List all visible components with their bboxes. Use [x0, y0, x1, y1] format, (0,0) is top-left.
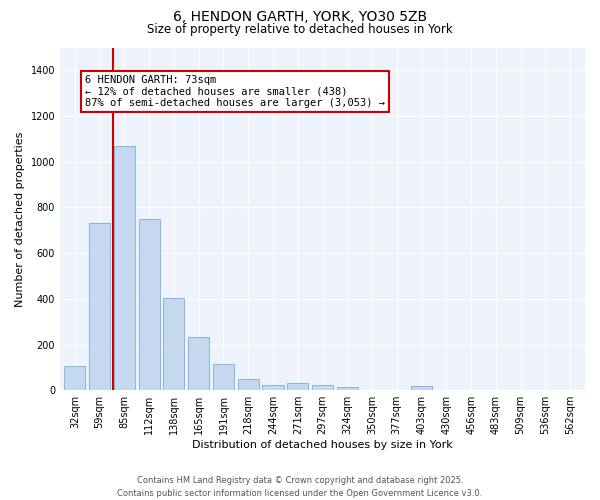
Bar [262, 385, 284, 390]
Bar [114, 146, 135, 390]
Bar [163, 298, 184, 390]
Bar [312, 385, 333, 390]
Text: 6, HENDON GARTH, YORK, YO30 5ZB: 6, HENDON GARTH, YORK, YO30 5ZB [173, 10, 427, 24]
Y-axis label: Number of detached properties: Number of detached properties [15, 131, 25, 306]
Bar [411, 386, 432, 390]
Bar [238, 379, 259, 390]
Text: Size of property relative to detached houses in York: Size of property relative to detached ho… [147, 22, 453, 36]
Bar [188, 336, 209, 390]
Text: 6 HENDON GARTH: 73sqm
← 12% of detached houses are smaller (438)
87% of semi-det: 6 HENDON GARTH: 73sqm ← 12% of detached … [85, 75, 385, 108]
Text: Contains HM Land Registry data © Crown copyright and database right 2025.
Contai: Contains HM Land Registry data © Crown c… [118, 476, 482, 498]
X-axis label: Distribution of detached houses by size in York: Distribution of detached houses by size … [192, 440, 453, 450]
Bar [213, 364, 234, 390]
Bar [337, 387, 358, 390]
Bar [64, 366, 85, 390]
Bar [89, 224, 110, 390]
Bar [287, 384, 308, 390]
Bar [139, 219, 160, 390]
